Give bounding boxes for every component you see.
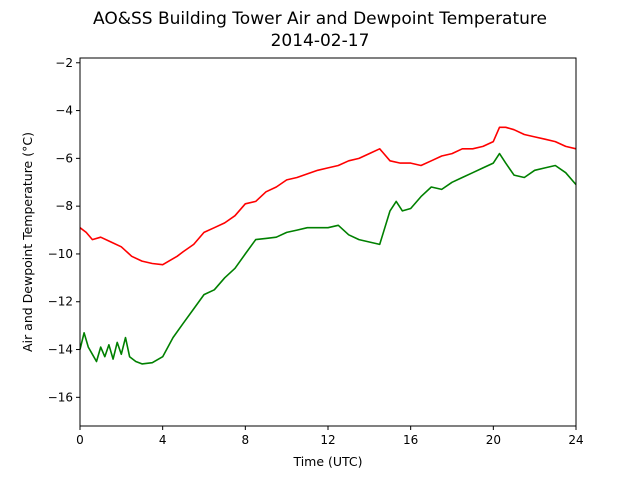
- y-tick-label: −16: [48, 390, 73, 404]
- x-tick-label: 24: [568, 433, 583, 447]
- x-tick-label: 12: [320, 433, 335, 447]
- plot-series: [79, 126, 577, 365]
- x-tick-label: 0: [76, 433, 84, 447]
- x-tick-label: 4: [159, 433, 167, 447]
- plot-frame: [79, 57, 577, 427]
- x-axis: 0 4 8 12 16 20 24: [76, 426, 584, 447]
- series-line-0: [79, 126, 577, 266]
- y-tick-label: −14: [48, 343, 73, 357]
- y-tick-label: −6: [55, 151, 73, 165]
- y-tick-label: −2: [55, 56, 73, 70]
- chart-title: AO&SS Building Tower Air and Dewpoint Te…: [93, 9, 547, 29]
- x-axis-label: Time (UTC): [292, 454, 362, 469]
- y-tick-label: −4: [55, 104, 73, 118]
- y-tick-label: −10: [48, 247, 73, 261]
- series-line-1: [79, 152, 577, 365]
- x-tick-label: 16: [403, 433, 418, 447]
- y-axis-label: Air and Dewpoint Temperature (°C): [20, 132, 35, 352]
- x-tick-label: 8: [242, 433, 250, 447]
- y-tick-label: −12: [48, 295, 73, 309]
- chart-subtitle: 2014-02-17: [271, 31, 370, 51]
- y-tick-label: −8: [55, 199, 73, 213]
- y-axis: −16 −14 −12 −10 −8 −6 −4 −2: [48, 56, 80, 404]
- x-tick-label: 20: [486, 433, 501, 447]
